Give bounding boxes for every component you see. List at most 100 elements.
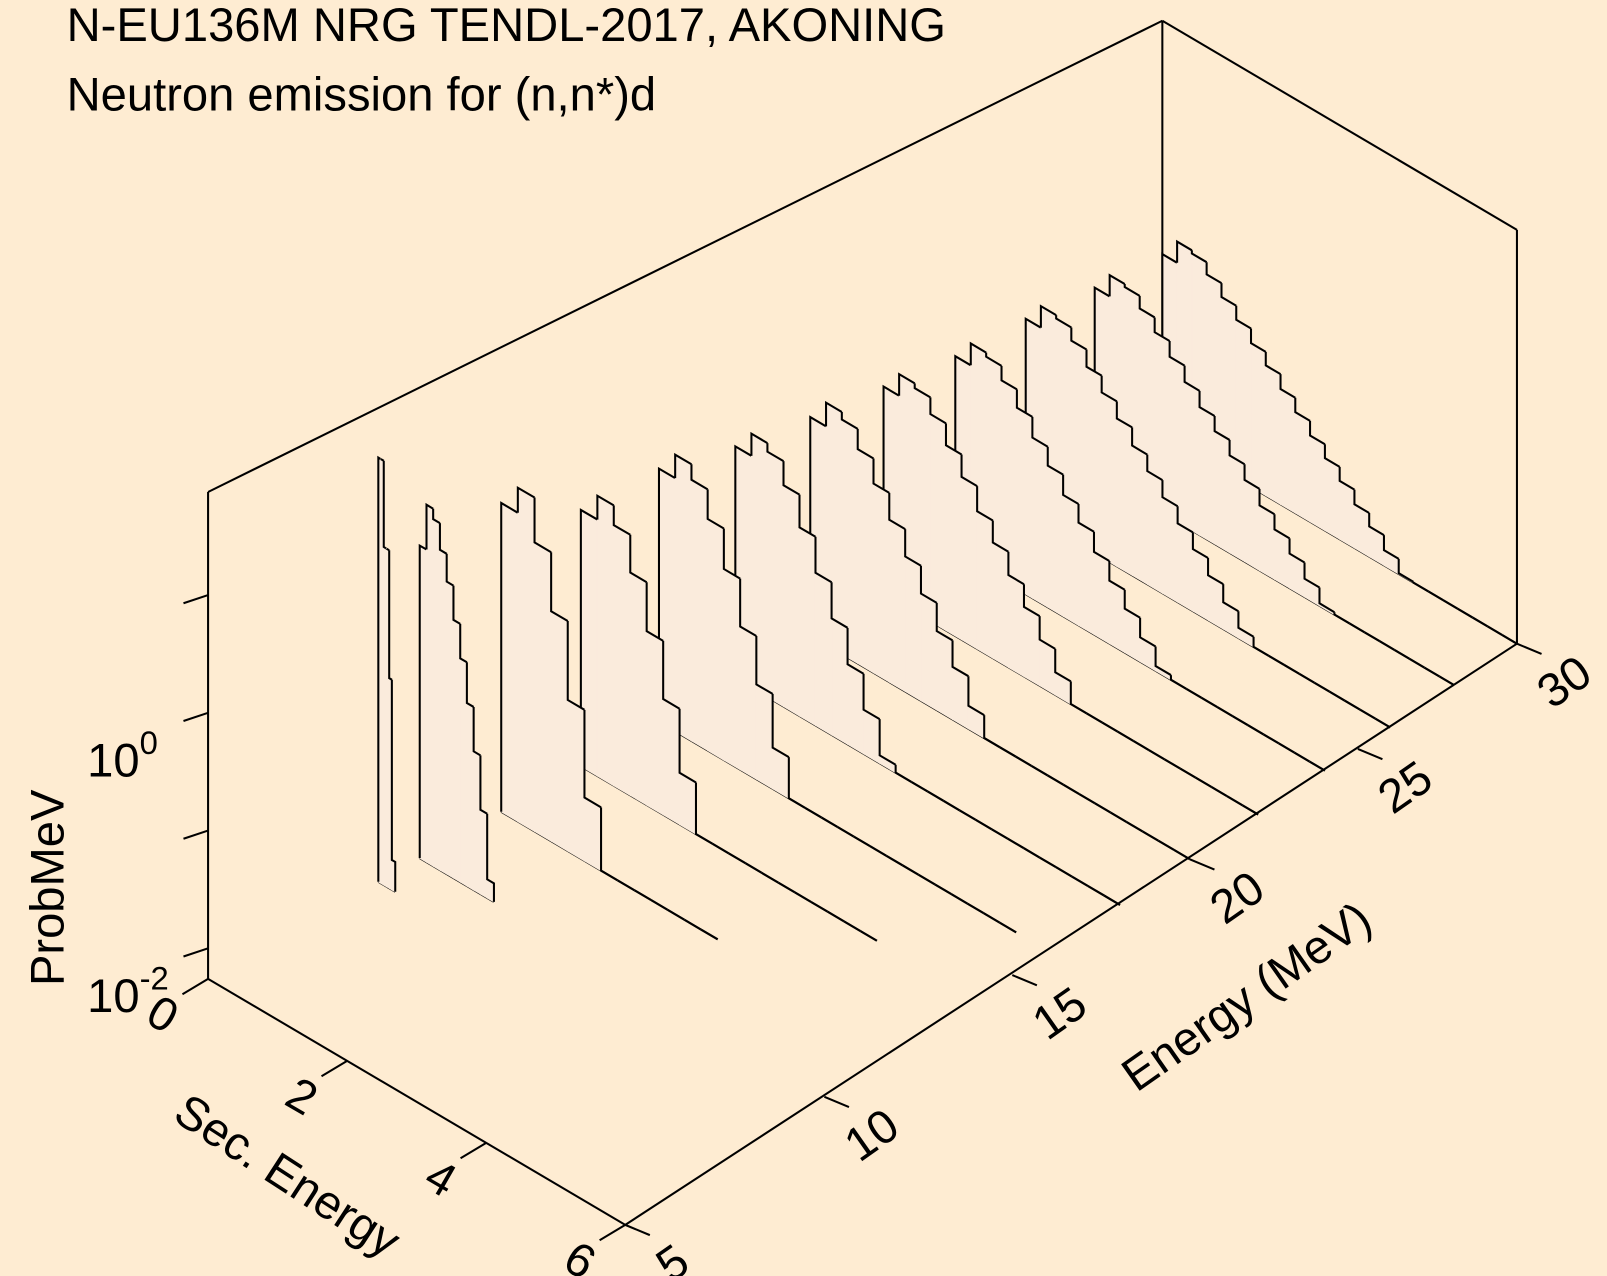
bin-outline [1108,560,1126,591]
bin-outline [1062,474,1080,505]
bin-fill [1146,470,1163,595]
bin-fill [674,453,692,742]
z-axis-title: ProbMeV [21,789,74,986]
bin-outline [859,930,878,942]
bin-outline [600,807,619,882]
bin-outline [1055,315,1072,329]
bin-outline [820,816,839,828]
bin-outline [1157,839,1175,851]
bin-outline [1100,375,1118,403]
bin-fill [814,571,833,736]
bin-outline [1247,724,1264,736]
bin-outline [1179,767,1197,779]
bin-fill [707,518,725,761]
bin-outline [959,809,977,821]
bin-fill [583,796,602,872]
bin-outline [843,920,862,932]
bin-outline [950,893,968,905]
bin-fill [1023,606,1041,687]
bin-outline [1132,739,1150,751]
bin-outline [951,640,969,678]
bin-fill [945,444,963,641]
bin-fill [1177,522,1194,613]
bin-outline [1173,849,1191,861]
bin-outline [846,627,865,675]
bin-outline [1293,751,1311,763]
y-tick [460,1141,487,1160]
bin-outline [985,352,1003,367]
bin-outline [459,623,468,664]
bin-fill [1280,388,1296,514]
bin-outline [1318,587,1335,614]
bin-outline [650,899,669,911]
bin-outline [1235,305,1252,330]
bin-outline [1423,666,1440,678]
bin-fill [1101,391,1118,568]
bin-outline [633,889,652,901]
bin-outline [798,494,817,538]
bin-fill [500,502,519,823]
bin-outline [1359,708,1376,720]
bin-outline [810,901,829,913]
bin-outline [1442,599,1459,610]
bin-outline [1378,640,1395,651]
bin-outline [377,455,382,882]
bin-fill [1309,434,1326,532]
bin-outline [1055,866,1073,878]
bin-outline [1264,351,1282,376]
bin-outline [425,502,434,550]
bin-outline [1070,327,1088,351]
y-tick [181,977,209,996]
bin-outline [1115,401,1133,429]
bin-outline [1220,283,1237,307]
bin-fill [1062,494,1080,627]
bin-outline [1368,513,1385,537]
bin-outline [1353,489,1370,514]
bin-outline [1191,532,1209,559]
bin-outline [629,534,648,584]
bin-outline [445,553,454,587]
bin-outline [827,910,845,923]
bin-outline [390,679,397,892]
bin-outline [1148,749,1166,761]
bin-outline [678,708,697,784]
bin-outline [1161,480,1179,508]
bin-outline [1252,636,1270,657]
bin-outline [777,881,796,894]
bin-outline [1228,439,1246,466]
chart-subtitle: Neutron emission for (n,n*)d [67,68,657,121]
bin-outline [1241,804,1259,816]
bin-outline [1085,712,1103,724]
bin-outline [1207,558,1224,586]
bin-outline [728,852,746,865]
z-tick [183,711,209,722]
box-edge [207,19,1163,493]
bin-outline [991,520,1009,553]
bin-outline [516,486,536,513]
bin-outline [761,872,779,884]
bin-outline [999,921,1017,934]
bin-outline [617,879,635,892]
bin-fill [766,450,785,708]
bin-outline [1062,783,1080,795]
bin-outline [388,550,393,681]
bin-fill [888,518,906,693]
bin-outline [1038,616,1056,650]
bin-outline [1092,531,1110,562]
bin-outline [840,411,859,430]
bin-outline [1110,811,1128,823]
bin-outline [1103,894,1121,906]
bin-outline [750,431,768,456]
bin-outline [1046,774,1064,786]
bin-outline [1123,589,1141,619]
bin-outline [1323,444,1341,468]
z-tick [183,947,209,958]
bin-outline [1185,688,1203,699]
bin-outline [853,835,871,848]
bin-fill [1259,504,1275,581]
bin-fill [662,698,681,826]
bin-fill [1007,574,1025,678]
bin-fill [646,630,664,816]
bin-fill [723,568,741,771]
bin-outline [1069,681,1087,715]
